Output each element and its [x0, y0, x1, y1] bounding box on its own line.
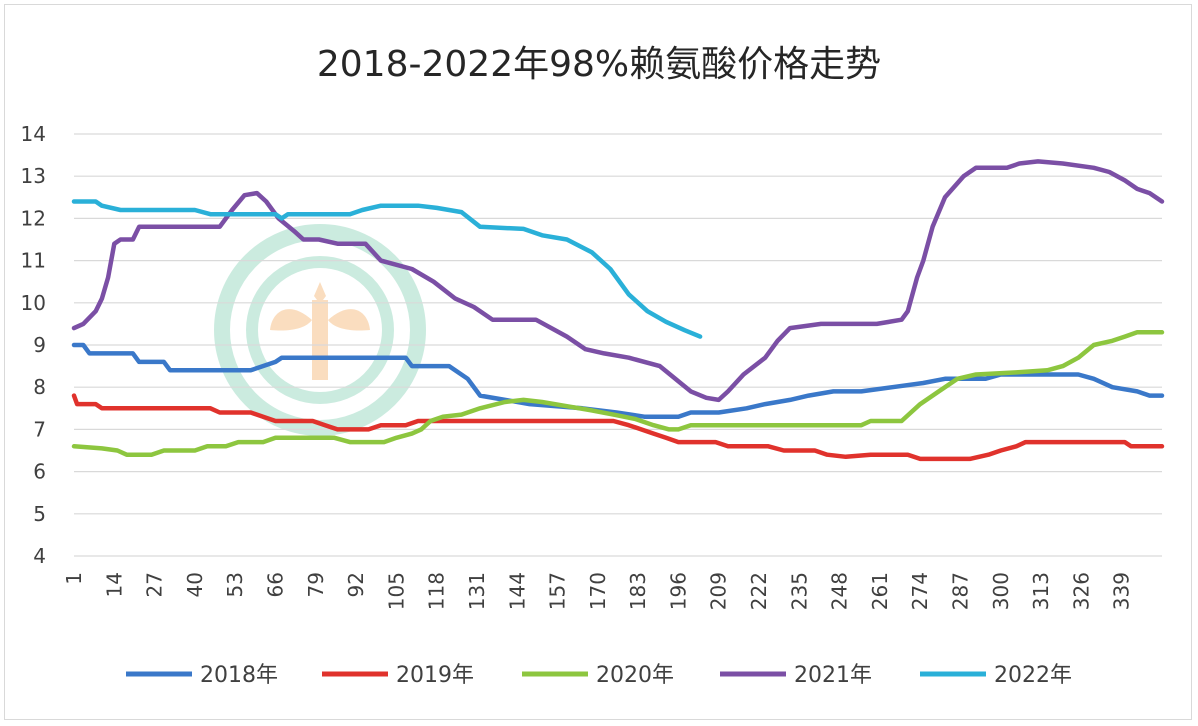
x-tick-label: 326 — [1069, 572, 1093, 610]
x-tick-label: 1 — [62, 572, 86, 585]
x-tick-label: 118 — [425, 572, 449, 610]
x-tick-label: 300 — [989, 572, 1013, 610]
chart-title: 2018-2022年98%赖氨酸价格走势 — [317, 44, 881, 85]
legend-label: 2018年 — [200, 663, 278, 688]
x-tick-label: 131 — [465, 572, 489, 610]
legend-item: 2022年 — [920, 663, 1072, 688]
series-line-2 — [71, 393, 1165, 462]
legend: 2018年 2019年 2020年 2021年 2022年 — [126, 663, 1072, 688]
legend-label: 2021年 — [794, 663, 872, 688]
x-tick-label: 14 — [102, 572, 126, 597]
x-tick-label: 248 — [828, 572, 852, 610]
y-tick-label: 11 — [21, 249, 46, 273]
y-tick-label: 6 — [33, 460, 46, 484]
y-tick-label: 5 — [33, 502, 46, 526]
x-tick-label: 157 — [546, 572, 570, 610]
x-tick-label: 92 — [344, 572, 368, 597]
x-tick-label: 261 — [868, 572, 892, 610]
x-tick-label: 40 — [183, 572, 207, 597]
x-axis-ticks: 1 14 27 40 53 66 79 92 105 118 131 144 157 170 183 196 2… — [62, 572, 1134, 610]
y-tick-label: 12 — [21, 206, 46, 230]
x-tick-label: 66 — [263, 572, 287, 597]
series-lines — [71, 159, 1165, 462]
legend-label: 2019年 — [396, 663, 474, 688]
x-tick-label: 27 — [143, 572, 167, 597]
x-tick-label: 222 — [747, 572, 771, 610]
grid — [74, 133, 1162, 557]
y-tick-label: 4 — [33, 544, 46, 568]
x-tick-label: 235 — [787, 572, 811, 610]
series-line-3 — [71, 330, 1165, 457]
x-tick-label: 53 — [223, 572, 247, 597]
y-tick-label: 8 — [33, 375, 46, 399]
x-tick-label: 313 — [1029, 572, 1053, 610]
legend-item: 2021年 — [720, 663, 872, 688]
watermark — [214, 224, 426, 436]
legend-item: 2018年 — [126, 663, 278, 688]
legend-label: 2022年 — [994, 663, 1072, 688]
series-line-5 — [71, 199, 703, 339]
y-tick-label: 9 — [33, 333, 46, 357]
y-axis-ticks: 4 5 6 7 8 9 10 11 12 13 14 — [21, 122, 46, 568]
x-tick-label: 79 — [304, 572, 328, 597]
legend-item: 2019年 — [322, 663, 474, 688]
x-tick-label: 183 — [626, 572, 650, 610]
x-tick-label: 209 — [707, 572, 731, 610]
legend-item: 2020年 — [522, 663, 674, 688]
series-line-4 — [71, 159, 1165, 403]
legend-label: 2020年 — [596, 663, 674, 688]
y-tick-label: 7 — [33, 417, 46, 441]
x-tick-label: 196 — [666, 572, 690, 610]
y-tick-label: 13 — [21, 164, 46, 188]
y-tick-label: 10 — [21, 291, 46, 315]
chart-frame — [4, 4, 1192, 720]
x-tick-label: 105 — [384, 572, 408, 610]
x-tick-label: 274 — [908, 572, 932, 610]
x-tick-label: 287 — [949, 572, 973, 610]
y-tick-label: 14 — [21, 122, 46, 146]
x-tick-label: 144 — [505, 572, 529, 610]
x-tick-label: 170 — [586, 572, 610, 610]
series-line-1 — [71, 342, 1165, 419]
watermark-logo — [214, 224, 426, 436]
x-tick-label: 339 — [1110, 572, 1134, 610]
